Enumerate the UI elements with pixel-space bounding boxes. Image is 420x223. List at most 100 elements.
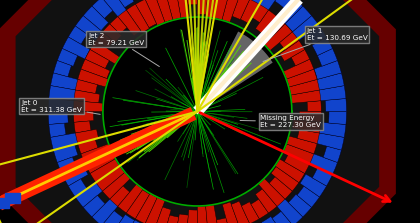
- Polygon shape: [136, 0, 157, 28]
- Polygon shape: [252, 4, 268, 23]
- Polygon shape: [299, 112, 321, 122]
- Polygon shape: [48, 99, 78, 112]
- Polygon shape: [83, 195, 105, 217]
- Polygon shape: [232, 0, 250, 20]
- Polygon shape: [313, 86, 346, 101]
- Polygon shape: [176, 214, 188, 223]
- Polygon shape: [312, 167, 333, 186]
- Polygon shape: [96, 161, 131, 191]
- Polygon shape: [49, 86, 82, 101]
- Polygon shape: [5, 192, 20, 203]
- Polygon shape: [96, 32, 113, 49]
- Polygon shape: [269, 177, 292, 199]
- Polygon shape: [275, 196, 303, 223]
- Polygon shape: [57, 48, 78, 66]
- Text: Jet 2
Et = 79.21 GeV: Jet 2 Et = 79.21 GeV: [88, 33, 159, 66]
- Polygon shape: [165, 0, 182, 25]
- Polygon shape: [252, 171, 285, 206]
- Text: Missing Energy
Et = 227.30 GeV: Missing Energy Et = 227.30 GeV: [240, 115, 321, 128]
- Polygon shape: [307, 101, 321, 112]
- Polygon shape: [118, 10, 141, 36]
- Polygon shape: [300, 174, 326, 197]
- Polygon shape: [310, 132, 344, 150]
- Polygon shape: [68, 179, 87, 197]
- Polygon shape: [317, 122, 346, 137]
- Polygon shape: [75, 129, 99, 144]
- Polygon shape: [297, 186, 320, 207]
- Polygon shape: [102, 211, 123, 223]
- Polygon shape: [75, 180, 107, 207]
- Polygon shape: [81, 140, 121, 164]
- Polygon shape: [48, 112, 68, 124]
- Polygon shape: [81, 59, 110, 78]
- Polygon shape: [126, 4, 150, 33]
- Polygon shape: [62, 165, 88, 186]
- Polygon shape: [102, 0, 128, 19]
- Polygon shape: [222, 202, 240, 223]
- Polygon shape: [297, 129, 320, 144]
- Text: Jet 1
Et = 130.69 GeV: Jet 1 Et = 130.69 GeV: [263, 28, 368, 62]
- Polygon shape: [251, 199, 268, 219]
- Polygon shape: [231, 201, 250, 223]
- Polygon shape: [293, 120, 321, 133]
- Polygon shape: [197, 0, 208, 14]
- Polygon shape: [275, 0, 293, 8]
- Polygon shape: [312, 37, 333, 56]
- Polygon shape: [256, 0, 283, 15]
- Polygon shape: [272, 211, 293, 223]
- Polygon shape: [271, 167, 299, 191]
- Polygon shape: [62, 37, 90, 59]
- Polygon shape: [186, 0, 197, 5]
- Polygon shape: [314, 60, 341, 79]
- Polygon shape: [50, 73, 84, 91]
- Polygon shape: [83, 6, 108, 31]
- Polygon shape: [273, 140, 314, 164]
- Polygon shape: [90, 158, 121, 183]
- Polygon shape: [7, 0, 388, 223]
- Polygon shape: [197, 31, 273, 112]
- Polygon shape: [110, 17, 127, 34]
- Polygon shape: [289, 16, 320, 43]
- Polygon shape: [255, 10, 277, 34]
- Polygon shape: [74, 121, 91, 133]
- Polygon shape: [315, 73, 344, 90]
- Polygon shape: [289, 194, 312, 217]
- Polygon shape: [328, 112, 346, 124]
- Polygon shape: [85, 149, 121, 173]
- Polygon shape: [261, 216, 283, 223]
- Polygon shape: [74, 112, 94, 122]
- Polygon shape: [0, 198, 9, 208]
- Polygon shape: [102, 24, 121, 43]
- Polygon shape: [307, 153, 338, 175]
- Polygon shape: [325, 99, 346, 112]
- Polygon shape: [68, 26, 87, 44]
- Polygon shape: [75, 16, 102, 40]
- Polygon shape: [197, 199, 208, 223]
- Polygon shape: [74, 101, 108, 112]
- Polygon shape: [279, 32, 299, 50]
- Polygon shape: [205, 0, 219, 27]
- Polygon shape: [284, 154, 310, 173]
- Polygon shape: [240, 0, 259, 23]
- Polygon shape: [282, 69, 317, 88]
- Polygon shape: [123, 220, 144, 223]
- Polygon shape: [241, 202, 259, 223]
- Polygon shape: [103, 17, 292, 206]
- Polygon shape: [53, 60, 71, 77]
- Polygon shape: [75, 79, 97, 93]
- Polygon shape: [147, 222, 167, 223]
- Polygon shape: [213, 0, 229, 22]
- Polygon shape: [257, 17, 285, 45]
- Polygon shape: [92, 0, 113, 19]
- Polygon shape: [278, 59, 314, 81]
- Polygon shape: [165, 215, 179, 223]
- Polygon shape: [145, 0, 167, 31]
- Polygon shape: [135, 188, 160, 223]
- Polygon shape: [255, 189, 277, 213]
- Polygon shape: [176, 0, 189, 22]
- Polygon shape: [248, 0, 272, 8]
- Text: Jet 0
Et = 311.38 GeV: Jet 0 Et = 311.38 GeV: [21, 99, 100, 114]
- Polygon shape: [92, 198, 118, 223]
- Polygon shape: [126, 190, 150, 219]
- Polygon shape: [285, 79, 320, 96]
